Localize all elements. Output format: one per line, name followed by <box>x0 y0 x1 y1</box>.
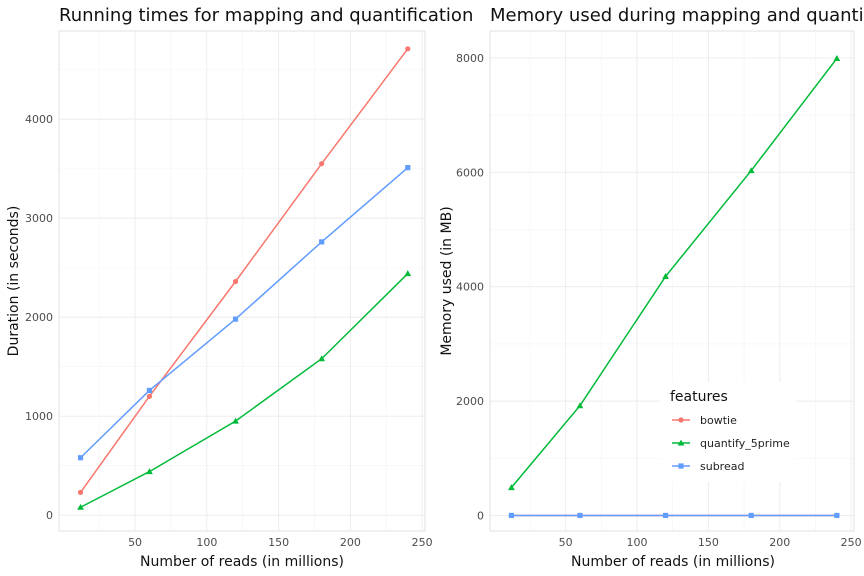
legend-marker-bowtie <box>678 417 684 423</box>
data-point-quantify-5prime <box>833 55 841 62</box>
y-tick-label: 4000 <box>456 281 484 294</box>
data-point-quantify-5prime <box>232 417 239 424</box>
legend-title: features <box>670 389 728 405</box>
data-point-subread <box>232 316 239 322</box>
data-point-subread <box>405 165 411 171</box>
left-y-tick-labels: 0 1000 2000 3000 4000 <box>25 113 53 522</box>
data-point-quantify-5prime <box>508 484 515 491</box>
data-point-bowtie <box>232 278 239 285</box>
y-tick-label: 6000 <box>456 166 484 179</box>
x-tick-label: 250 <box>841 536 862 549</box>
x-tick-label: 150 <box>698 536 719 549</box>
data-point-quantify-5prime <box>747 167 755 174</box>
data-point-subread <box>748 512 754 519</box>
y-tick-label: 0 <box>477 510 484 523</box>
left-y-axis-title: Duration (in seconds) <box>6 206 22 357</box>
data-point-quantify-5prime <box>404 270 412 277</box>
left-x-axis-title: Number of reads (in millions) <box>140 554 344 570</box>
data-point-bowtie <box>405 46 411 52</box>
data-point-quantify-5prime <box>318 355 326 362</box>
data-point-subread <box>77 455 84 461</box>
x-tick-label: 50 <box>559 536 573 549</box>
data-point-subread <box>577 512 583 519</box>
series-line-bowtie <box>79 48 409 493</box>
data-point-quantify-5prime <box>146 468 153 475</box>
legend-marker-quantify-5prime <box>677 439 685 446</box>
data-point-subread <box>662 512 669 519</box>
right-x-tick-labels: 50 100 150 200 250 <box>559 536 862 549</box>
y-tick-label: 0 <box>46 509 53 522</box>
left-series-layer <box>77 46 412 510</box>
data-point-quantify-5prime <box>662 273 669 279</box>
y-tick-label: 1000 <box>25 410 53 423</box>
legend-label-subread: subread <box>700 460 744 473</box>
right-y-axis-title: Memory used (in MB) <box>439 206 455 355</box>
right-y-tick-labels: 0 2000 4000 6000 8000 <box>456 52 484 523</box>
y-tick-label: 8000 <box>456 52 484 65</box>
legend-label-bowtie: bowtie <box>700 414 737 427</box>
legend-marker-subread <box>678 463 684 469</box>
data-point-bowtie <box>146 393 153 399</box>
right-plot-panel <box>489 30 855 532</box>
left-gridlines <box>59 31 425 531</box>
left-x-tick-labels: 50 100 150 200 250 <box>128 536 433 549</box>
x-tick-label: 150 <box>268 536 289 549</box>
x-tick-label: 200 <box>340 536 361 549</box>
left-plot-panel <box>58 30 426 532</box>
x-tick-label: 100 <box>196 536 217 549</box>
data-point-subread <box>319 239 325 245</box>
legend-label-quantify-5prime: quantify_5prime <box>700 437 790 450</box>
y-tick-label: 2000 <box>456 395 484 408</box>
data-point-quantify-5prime <box>576 402 584 409</box>
data-point-bowtie <box>77 489 84 495</box>
right-x-axis-title: Number of reads (in millions) <box>571 554 775 570</box>
left-chart-title: Running times for mapping and quantifica… <box>59 5 473 26</box>
y-tick-label: 4000 <box>25 113 53 126</box>
series-line-quantify-5prime <box>80 273 409 508</box>
y-tick-label: 3000 <box>25 212 53 225</box>
x-tick-label: 200 <box>769 536 790 549</box>
data-point-bowtie <box>319 161 325 167</box>
right-series-layer <box>508 55 841 519</box>
data-point-subread <box>508 512 515 519</box>
x-tick-label: 50 <box>128 536 142 549</box>
data-point-subread <box>834 512 840 519</box>
x-tick-label: 100 <box>627 536 648 549</box>
x-tick-label: 250 <box>412 536 433 549</box>
right-chart-title: Memory used during mapping and quantific… <box>490 5 864 26</box>
y-tick-label: 2000 <box>25 311 53 324</box>
data-point-subread <box>146 387 153 394</box>
data-point-quantify-5prime <box>77 503 84 510</box>
